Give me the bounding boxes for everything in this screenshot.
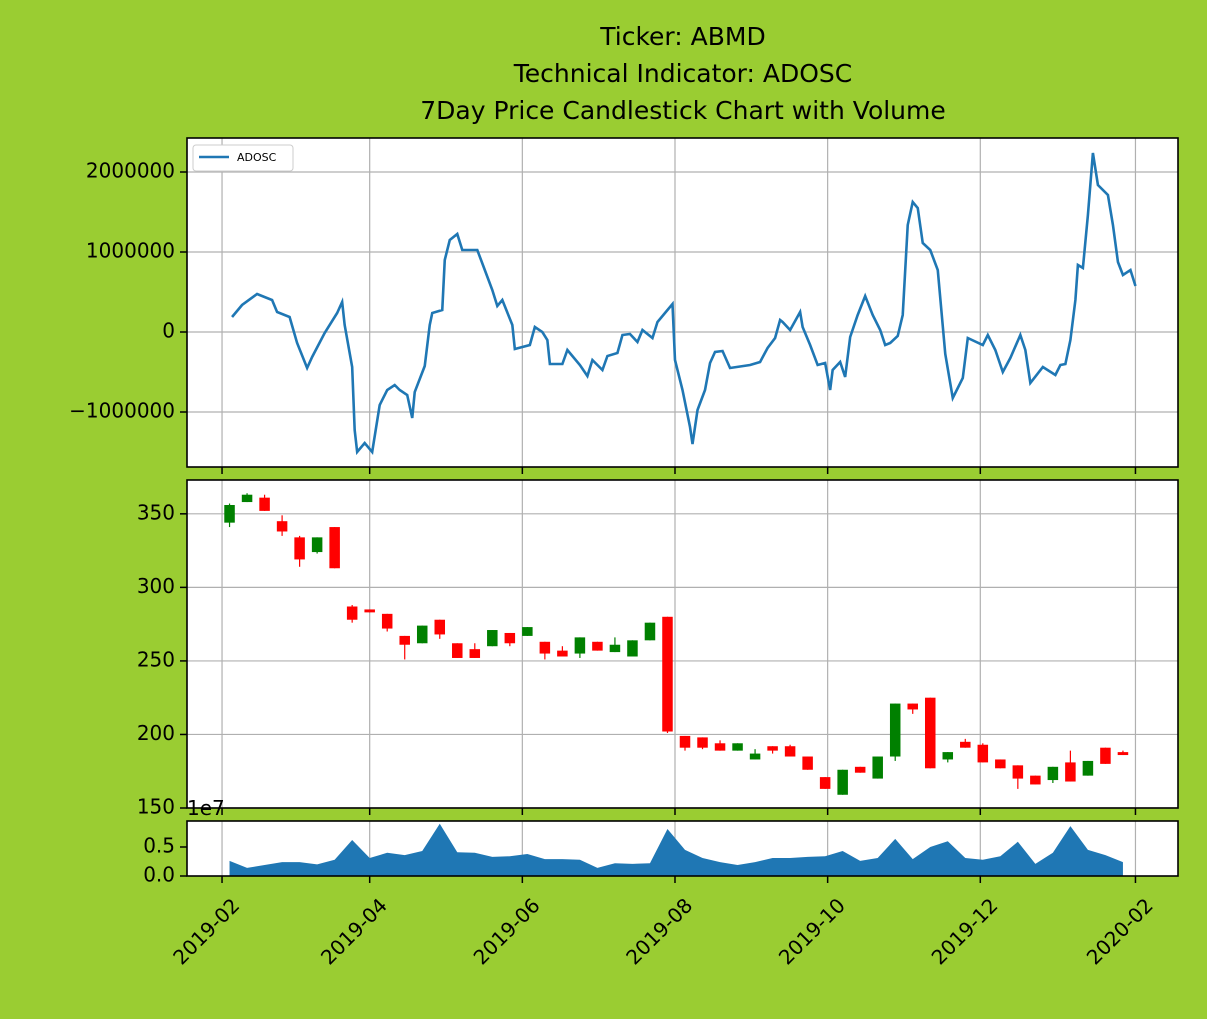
y-tick-label: 2000000	[86, 159, 175, 183]
candle-body	[767, 746, 778, 751]
plot-content	[221, 821, 1137, 876]
candle-body	[924, 697, 936, 769]
candle-body	[837, 769, 848, 795]
candle-body	[522, 627, 533, 636]
candle-body	[452, 643, 463, 658]
y-tick-label: 200	[137, 721, 175, 745]
adosc-line	[231, 152, 1137, 456]
y-tick-label: 1000000	[86, 239, 175, 263]
candle-body	[416, 625, 428, 644]
candle-body	[1117, 752, 1129, 756]
candle-body	[1100, 747, 1111, 764]
y-tick-label: 150	[137, 795, 175, 819]
candle-body	[697, 737, 708, 748]
candle-body	[609, 644, 621, 653]
candle-body	[1065, 762, 1076, 782]
candle-body	[574, 637, 586, 654]
y-tick-label: 300	[137, 574, 175, 598]
y-tick-label: 0.5	[143, 833, 175, 857]
candle-body	[346, 606, 358, 620]
y-tick-label: −1000000	[69, 399, 175, 423]
legend-box	[192, 144, 294, 172]
candle-body	[627, 640, 638, 657]
plot-frame	[186, 479, 1179, 809]
candle-body	[311, 537, 323, 553]
y-tick-label: 350	[137, 500, 175, 524]
candle-body	[644, 622, 656, 641]
candle-body	[539, 641, 551, 654]
candle-body	[1012, 765, 1024, 779]
candle-body	[259, 497, 270, 511]
candle-body	[592, 641, 603, 651]
candle-body	[224, 505, 235, 523]
candle-body	[399, 635, 410, 645]
candle-body	[1030, 775, 1041, 785]
candle-body	[819, 777, 831, 789]
candle-body	[889, 703, 901, 757]
candle-body	[276, 521, 288, 532]
plot-frame	[186, 820, 1179, 877]
plot-area	[187, 480, 1178, 808]
candle-body	[960, 741, 971, 748]
candle-body	[977, 744, 989, 763]
candle-body	[469, 649, 481, 658]
chart-title: Technical Indicator: ADOSC	[513, 59, 853, 88]
candle-body	[854, 766, 866, 773]
candle-body	[662, 616, 673, 732]
y-tick-label: 250	[137, 647, 175, 671]
candle-body	[241, 494, 253, 503]
legend: ADOSC	[192, 144, 294, 172]
candle-body	[784, 746, 796, 757]
candle-body	[294, 537, 305, 560]
candle-body	[1082, 760, 1094, 776]
offset-text: 1e7	[187, 796, 225, 820]
candle-body	[995, 759, 1006, 769]
candle-body	[872, 756, 883, 779]
candle-body	[504, 632, 516, 644]
candle-body	[557, 650, 568, 657]
plot-frame	[186, 137, 1179, 468]
volume-area	[229, 823, 1123, 876]
plot-content	[187, 138, 1178, 467]
candle-body	[749, 753, 761, 760]
chart-title: 7Day Price Candlestick Chart with Volume	[420, 96, 946, 125]
chart-title: Ticker: ABMD	[599, 22, 765, 51]
candle-body	[714, 743, 726, 751]
y-tick-label: 0.0	[143, 863, 175, 887]
y-tick-label: 0	[162, 319, 175, 343]
candle-body	[434, 619, 446, 635]
candle-body	[381, 613, 393, 629]
legend-label: ADOSC	[237, 151, 277, 164]
candle-body	[1047, 766, 1059, 781]
candle-body	[942, 752, 954, 760]
candle-body	[907, 703, 918, 710]
candle-body	[679, 735, 691, 748]
plot-content	[187, 480, 1178, 809]
plot-area	[187, 138, 1178, 467]
candle-body	[329, 527, 340, 569]
candle-body	[487, 630, 498, 647]
candle-body	[802, 756, 813, 770]
candle-body	[364, 609, 375, 613]
candle-body	[732, 743, 743, 751]
